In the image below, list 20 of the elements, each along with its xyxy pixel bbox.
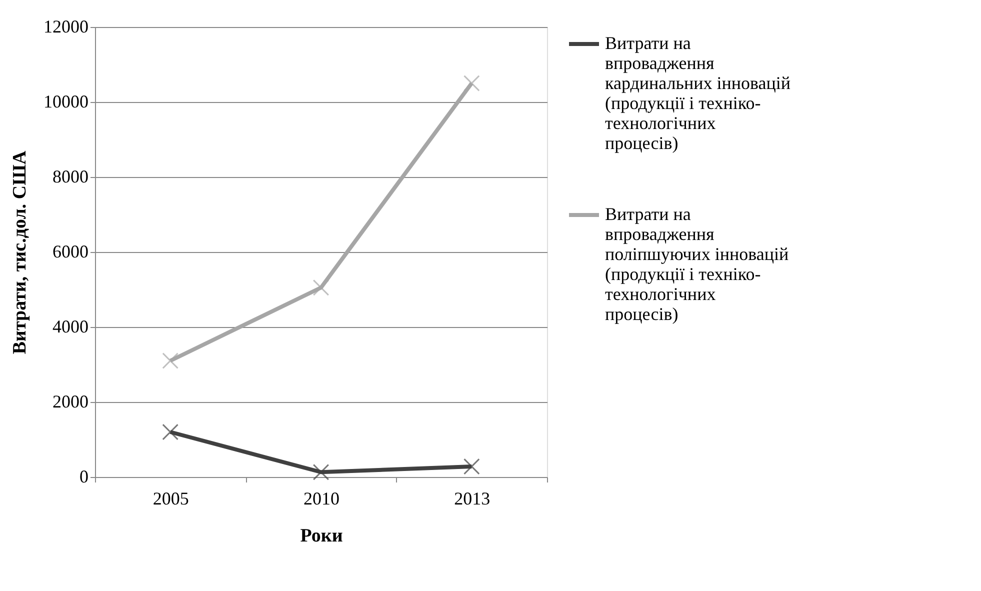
x-tick-label: 2010 — [304, 488, 340, 508]
y-tick-label: 0 — [80, 466, 88, 486]
point — [162, 424, 178, 440]
y-tick-label: 6000 — [52, 242, 88, 262]
y-tick-label: 4000 — [52, 316, 88, 336]
point — [162, 352, 178, 369]
point — [312, 279, 330, 296]
x-tick-label: 2005 — [152, 488, 189, 508]
point — [464, 458, 480, 475]
y-tick-label: 8000 — [52, 166, 88, 186]
y-tick-label: 2000 — [52, 392, 88, 412]
legend-label: Витрати на впровадження кардинальних інновацій (продукції і техніко-технологічних процесів) — [605, 33, 791, 153]
x-axis-title: Роки — [300, 526, 343, 546]
y-tick-label: 12000 — [44, 16, 88, 36]
point — [464, 75, 480, 92]
x-tick-label: 2013 — [454, 488, 490, 508]
y-tick-label: 10000 — [44, 92, 88, 112]
point — [312, 464, 330, 480]
y-axis-title: Витрати, тис.дол. США — [10, 150, 30, 354]
legend-label: Витрати на впровадження поліпшуючих інновацій (продукції і техніко-технологічних процесів) — [605, 204, 789, 324]
